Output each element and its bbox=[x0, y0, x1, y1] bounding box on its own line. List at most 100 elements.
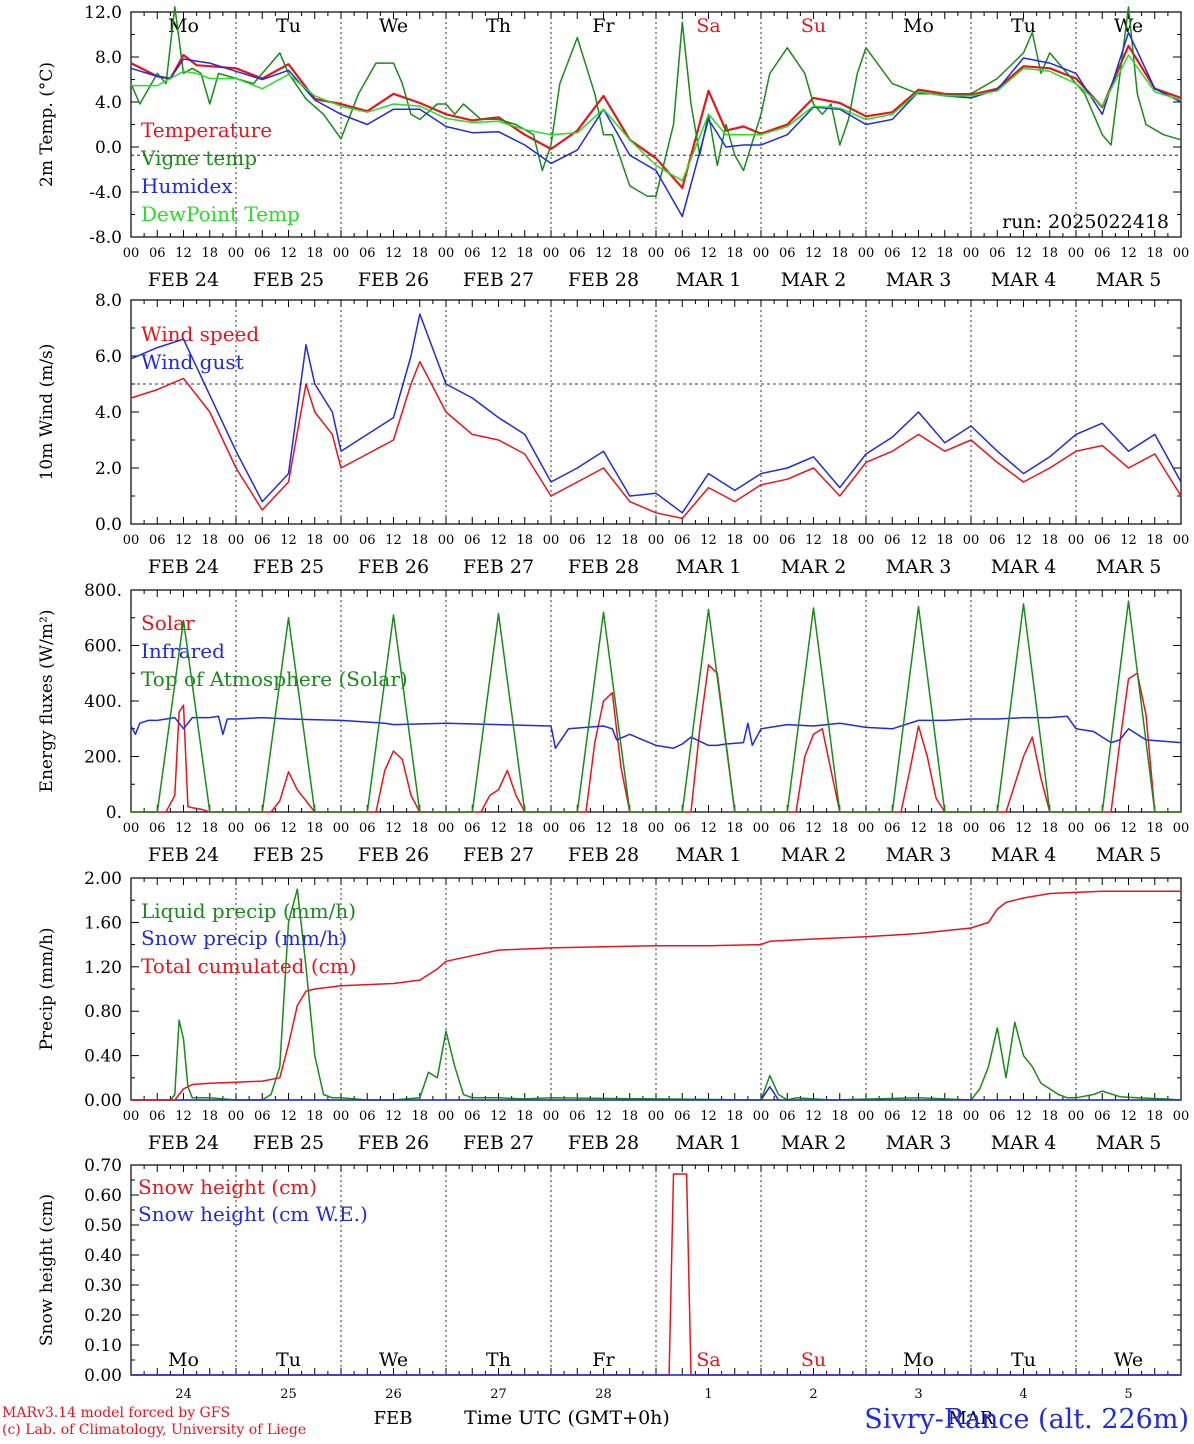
y-tick-label: 600. bbox=[84, 637, 122, 657]
hour-label: 12 bbox=[280, 246, 297, 261]
hour-label: 00 bbox=[858, 533, 875, 548]
date-label: MAR 5 bbox=[1096, 269, 1162, 291]
hour-label: 12 bbox=[910, 246, 927, 261]
y-tick-label: 200. bbox=[84, 748, 122, 768]
hour-label: 12 bbox=[175, 533, 192, 548]
hour-label: 12 bbox=[700, 533, 717, 548]
y-tick-label: 0.10 bbox=[84, 1336, 122, 1356]
hour-label: 12 bbox=[385, 821, 402, 836]
date-label: MAR 1 bbox=[676, 556, 742, 578]
hour-label: 06 bbox=[464, 533, 481, 548]
date-label: FEB 28 bbox=[568, 844, 639, 866]
y-tick-label: 4.0 bbox=[95, 403, 122, 423]
hour-label: 12 bbox=[490, 821, 507, 836]
hour-label: 00 bbox=[648, 821, 665, 836]
y-tick-label: 1.60 bbox=[84, 913, 122, 933]
weekday-label: Th bbox=[486, 15, 511, 37]
date-label: MAR 3 bbox=[886, 844, 952, 866]
hour-label: 00 bbox=[963, 1109, 980, 1124]
panel-4: 0.00 0.40 0.80 1.20 1.60 2.00 Precip (mm/h) 00 0… bbox=[37, 869, 1189, 1154]
date-label: FEB 24 bbox=[148, 269, 219, 291]
y-tick-label: 0.80 bbox=[84, 1002, 122, 1022]
hour-label: 12 bbox=[1015, 821, 1032, 836]
legend-entry: Vigne temp bbox=[140, 146, 257, 170]
hour-label: 00 bbox=[333, 533, 350, 548]
y-tick-label: 0.60 bbox=[84, 1186, 122, 1206]
date-label: FEB 28 bbox=[568, 269, 639, 291]
weekday-label: Tu bbox=[276, 15, 301, 37]
date-label: FEB 27 bbox=[463, 269, 534, 291]
y-tick-label: 0.30 bbox=[84, 1276, 122, 1296]
hour-label: 00 bbox=[228, 821, 245, 836]
hour-label: 06 bbox=[254, 533, 271, 548]
hour-label: 00 bbox=[333, 821, 350, 836]
hour-label: 00 bbox=[438, 533, 455, 548]
hour-label: 12 bbox=[385, 246, 402, 261]
hour-label: 18 bbox=[726, 1109, 743, 1124]
hour-label: 12 bbox=[700, 821, 717, 836]
hour-label: 18 bbox=[1041, 533, 1058, 548]
hour-label: 00 bbox=[1068, 821, 1085, 836]
hour-label: 12 bbox=[595, 821, 612, 836]
hour-label: 00 bbox=[543, 821, 560, 836]
weekday-label: We bbox=[379, 15, 408, 37]
panel-5: 0.00 0.10 0.20 0.30 0.40 0.50 0.60 0.70 Snow hei… bbox=[37, 1156, 1182, 1386]
legend-entry: Temperature bbox=[141, 118, 272, 142]
hour-label: 00 bbox=[1068, 533, 1085, 548]
hour-label: 00 bbox=[543, 246, 560, 261]
date-label: FEB 28 bbox=[568, 556, 639, 578]
hour-label: 12 bbox=[805, 533, 822, 548]
hour-label: 18 bbox=[831, 1109, 848, 1124]
hour-label: 18 bbox=[726, 246, 743, 261]
hour-label: 00 bbox=[858, 821, 875, 836]
hour-label: 18 bbox=[306, 246, 323, 261]
legend-entry: Top of Atmosphere (Solar) bbox=[141, 667, 408, 691]
y-tick-label: 12.0 bbox=[84, 3, 122, 23]
date-label: FEB 24 bbox=[148, 1132, 219, 1154]
weekday-label: Mo bbox=[168, 15, 199, 37]
date-label: FEB 27 bbox=[463, 1132, 534, 1154]
hour-label: 00 bbox=[858, 246, 875, 261]
weekday-label: We bbox=[1114, 1349, 1143, 1371]
y-tick-label: 8.0 bbox=[95, 291, 122, 311]
weekday-label: Sa bbox=[696, 15, 720, 37]
day-number-label: 3 bbox=[914, 1387, 922, 1402]
hour-label: 12 bbox=[280, 533, 297, 548]
hour-label: 06 bbox=[359, 821, 376, 836]
hour-label: 12 bbox=[490, 1109, 507, 1124]
y-axis-label: 10m Wind (m/s) bbox=[37, 344, 57, 481]
hour-label: 06 bbox=[884, 821, 901, 836]
y-tick-label: 0.00 bbox=[84, 1091, 122, 1111]
hour-label: 18 bbox=[1146, 246, 1163, 261]
date-label: MAR 3 bbox=[886, 1132, 952, 1154]
weekday-label: We bbox=[379, 1349, 408, 1371]
hour-label: 12 bbox=[175, 246, 192, 261]
hour-label: 12 bbox=[805, 246, 822, 261]
y-tick-label: 0.50 bbox=[84, 1216, 122, 1236]
weekday-label: Th bbox=[486, 1349, 511, 1371]
hour-label: 12 bbox=[1120, 821, 1137, 836]
hour-label: 06 bbox=[779, 533, 796, 548]
legend-entry: Infrared bbox=[141, 639, 225, 663]
date-label: MAR 1 bbox=[676, 844, 742, 866]
date-label: FEB 26 bbox=[358, 269, 429, 291]
y-axis-label: Energy fluxes (W/m²) bbox=[37, 610, 57, 793]
hour-label: 18 bbox=[201, 821, 218, 836]
hour-label: 18 bbox=[936, 246, 953, 261]
hour-label: 06 bbox=[674, 246, 691, 261]
hour-label: 12 bbox=[1015, 246, 1032, 261]
y-axis-label: 2m Temp. (°C) bbox=[37, 62, 57, 187]
hour-label: 12 bbox=[175, 821, 192, 836]
day-number-label: 28 bbox=[595, 1387, 612, 1402]
hour-label: 18 bbox=[201, 1109, 218, 1124]
hour-label: 06 bbox=[1094, 246, 1111, 261]
hour-label: 18 bbox=[411, 821, 428, 836]
legend-entry: Solar bbox=[141, 611, 195, 635]
hour-label: 06 bbox=[779, 1109, 796, 1124]
y-tick-label: 1.20 bbox=[84, 958, 122, 978]
hour-label: 06 bbox=[569, 533, 586, 548]
weekday-label: Mo bbox=[903, 1349, 934, 1371]
hour-label: 18 bbox=[306, 821, 323, 836]
weekday-label: Su bbox=[801, 1349, 826, 1371]
hour-label: 00 bbox=[1173, 821, 1190, 836]
